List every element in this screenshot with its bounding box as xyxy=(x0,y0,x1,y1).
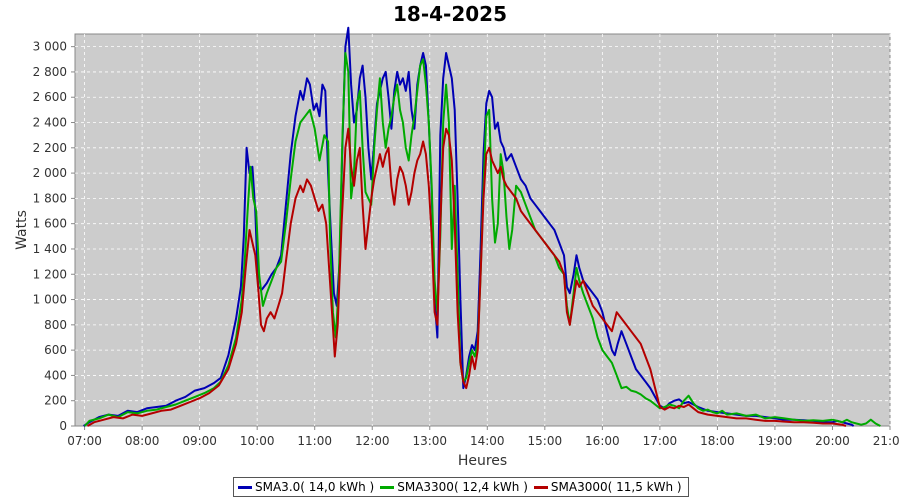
x-tick-label: 16:00 xyxy=(585,434,620,448)
legend: SMA3.0( 14,0 kWh ) SMA3300( 12,4 kWh ) S… xyxy=(233,477,689,497)
y-tick-label: 0 xyxy=(59,419,67,433)
y-tick-label: 3 000 xyxy=(33,40,67,54)
y-tick-label: 800 xyxy=(44,318,67,332)
y-tick-label: 400 xyxy=(44,368,67,382)
y-tick-label: 2 000 xyxy=(33,166,67,180)
legend-item-sma3300: SMA3300( 12,4 kWh ) xyxy=(380,480,528,494)
y-tick-label: 200 xyxy=(44,394,67,408)
legend-swatch xyxy=(380,485,395,489)
x-tick-label: 18:00 xyxy=(700,434,735,448)
axes: 0 200 400 600 800 1 000 1 200 1 400 1 600 1 800 2 … xyxy=(33,40,900,448)
x-tick-label: 12:00 xyxy=(355,434,390,448)
y-tick-label: 2 800 xyxy=(33,65,67,79)
x-tick-label: 19:00 xyxy=(758,434,793,448)
legend-label: SMA3.0( 14,0 kWh ) xyxy=(255,480,375,494)
y-tick-label: 2 200 xyxy=(33,141,67,155)
x-tick-label: 07:00 xyxy=(67,434,102,448)
x-tick-label: 08:00 xyxy=(125,434,160,448)
series-line-2 xyxy=(87,127,847,427)
x-tick-label: 17:00 xyxy=(643,434,678,448)
y-tick-label: 1 600 xyxy=(33,217,67,231)
y-tick-label: 600 xyxy=(44,343,67,357)
grid xyxy=(75,34,891,426)
legend-label: SMA3300( 12,4 kWh ) xyxy=(397,480,528,494)
x-tick-label: 11:00 xyxy=(297,434,332,448)
x-tick-label: 10:00 xyxy=(240,434,275,448)
x-tick-label: 09:00 xyxy=(182,434,217,448)
chart-plot: 0 200 400 600 800 1 000 1 200 1 400 1 600 1 800 2 … xyxy=(14,26,900,469)
y-tick-label: 1 400 xyxy=(33,242,67,256)
chart-title: 18-4-2025 xyxy=(392,2,507,26)
legend-swatch xyxy=(533,485,548,489)
legend-swatch xyxy=(238,485,252,489)
y-tick-label: 1 000 xyxy=(33,293,67,307)
x-tick-label: 20:00 xyxy=(815,434,850,448)
x-tick-label: 14:00 xyxy=(470,434,505,448)
y-tick-label: 2 400 xyxy=(33,116,67,130)
series-lines xyxy=(83,26,881,427)
x-tick-label: 21:00 xyxy=(873,434,900,448)
x-tick-label: 13:00 xyxy=(412,434,447,448)
y-tick-label: 1 200 xyxy=(33,267,67,281)
legend-item-sma30: SMA3.0( 14,0 kWh ) xyxy=(238,480,374,494)
legend-label: SMA3000( 11,5 kWh ) xyxy=(550,480,682,494)
y-axis-label: Watts xyxy=(14,210,30,250)
legend-item-sma3000: SMA3000( 11,5 kWh ) xyxy=(533,480,682,494)
y-tick-label: 2 600 xyxy=(33,90,67,104)
x-tick-label: 15:00 xyxy=(528,434,563,448)
x-axis-label: Heures xyxy=(458,453,507,469)
y-tick-label: 1 800 xyxy=(33,191,67,205)
